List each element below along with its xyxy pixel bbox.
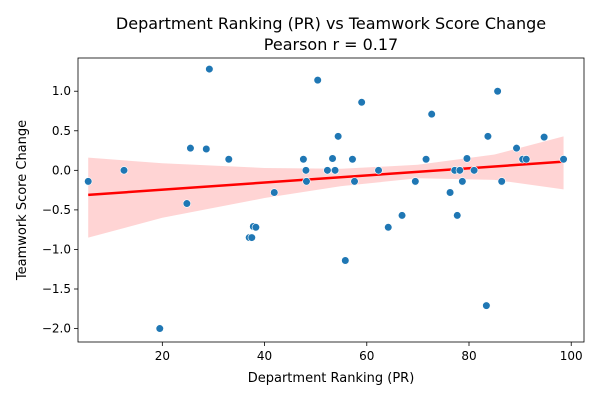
- x-tick-label: 80: [461, 349, 476, 363]
- confidence-band-layer: [88, 136, 564, 238]
- data-point: [186, 144, 195, 153]
- data-point: [384, 223, 393, 232]
- data-point: [247, 233, 256, 242]
- x-tick-label: 100: [560, 349, 583, 363]
- data-point: [397, 211, 407, 220]
- data-point: [453, 211, 462, 220]
- y-axis-label: Teamwork Score Change: [15, 120, 30, 281]
- data-point: [202, 144, 211, 154]
- data-point: [357, 98, 366, 107]
- regression-line: [88, 160, 564, 197]
- data-point: [313, 76, 322, 85]
- data-point: [421, 155, 431, 164]
- data-point: [493, 87, 502, 96]
- data-point: [330, 166, 340, 175]
- data-point: [251, 223, 260, 232]
- x-axis-label: Department Ranking (PR): [248, 371, 415, 386]
- data-point: [341, 256, 350, 265]
- data-points-layer: [84, 64, 568, 333]
- y-tick-label: −0.5: [42, 203, 71, 217]
- y-tick-label: −2.0: [42, 322, 71, 336]
- y-tick-label: −1.0: [42, 242, 71, 256]
- confidence-band: [88, 136, 564, 238]
- data-point: [482, 301, 491, 310]
- data-point: [270, 188, 279, 197]
- data-point: [119, 166, 129, 175]
- data-point: [224, 155, 233, 164]
- y-axis-ticks: −2.0 −1.5 −1.0 −0.5 0.0 0.5 1.0: [42, 84, 78, 336]
- data-point: [301, 166, 311, 175]
- data-point: [350, 177, 359, 186]
- data-point: [483, 132, 493, 141]
- x-tick-label: 40: [257, 349, 272, 363]
- data-point: [182, 199, 191, 208]
- data-point: [470, 166, 479, 175]
- y-tick-label: −1.5: [42, 282, 71, 296]
- data-point: [427, 110, 436, 119]
- data-point: [455, 166, 464, 175]
- chart-title: Department Ranking (PR) vs Teamwork Scor…: [116, 14, 546, 33]
- y-tick-label: 0.0: [52, 163, 71, 177]
- data-point: [458, 177, 467, 186]
- data-point: [348, 155, 357, 164]
- data-point: [559, 155, 568, 164]
- data-point: [462, 154, 472, 163]
- x-tick-label: 20: [155, 349, 170, 363]
- regression-line-layer: [88, 160, 564, 197]
- x-tick-label: 60: [359, 349, 374, 363]
- x-axis-ticks: 20 40 60 80 100: [155, 342, 583, 363]
- data-point: [205, 64, 214, 74]
- data-point: [522, 155, 531, 164]
- data-point: [328, 154, 337, 163]
- data-point: [84, 177, 93, 186]
- data-point: [323, 166, 332, 175]
- y-tick-label: 0.5: [52, 124, 71, 138]
- data-point: [374, 166, 383, 175]
- data-point: [411, 177, 420, 186]
- plot-frame: [77, 57, 585, 343]
- y-tick-label: 1.0: [52, 84, 71, 98]
- chart-subtitle: Pearson r = 0.17: [264, 35, 398, 54]
- data-point: [445, 188, 455, 197]
- data-point: [299, 155, 308, 164]
- data-point: [512, 144, 521, 153]
- data-point: [302, 177, 311, 186]
- data-point: [540, 133, 549, 142]
- data-point: [155, 324, 164, 333]
- data-point: [334, 132, 343, 141]
- data-point: [497, 177, 506, 186]
